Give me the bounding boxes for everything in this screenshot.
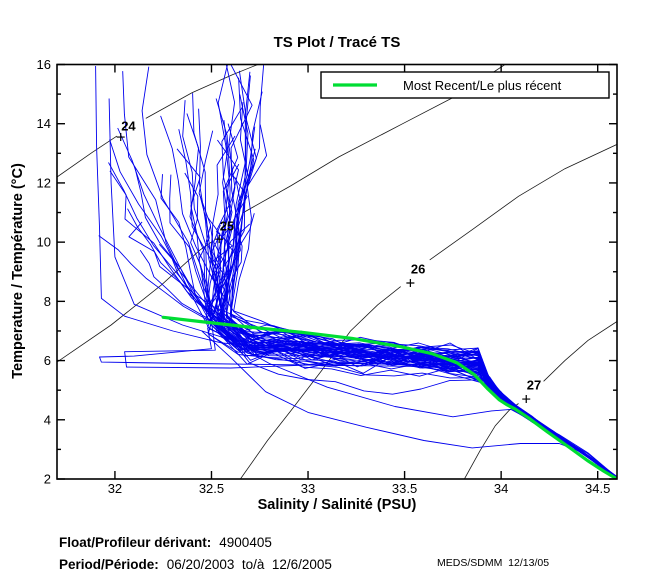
profile-line (182, 100, 617, 479)
footer-float-line: Float/Profileur dérivant: 4900405 (59, 535, 272, 550)
y-tick-label: 8 (44, 294, 51, 309)
isopycnal-label-25: 25 (220, 218, 234, 233)
isopycnal-24 (145, 64, 258, 119)
profile-line (108, 98, 617, 477)
profile-line (158, 244, 617, 479)
isopycnal-labels: 24 25 26 27 (116, 119, 541, 404)
x-axis-label: Salinity / Salinité (PSU) (258, 497, 417, 513)
y-tick-label: 4 (44, 412, 51, 427)
profile-line (192, 93, 617, 479)
footer-period-line: Period/Période: 06/20/2003 to/à 12/6/2005 (59, 557, 332, 572)
isopycnal-27 (543, 321, 617, 382)
chart-title: TS Plot / Tracé TS (274, 34, 401, 51)
isopycnal-label-27: 27 (527, 378, 541, 393)
contour-plus-marker (215, 235, 224, 244)
profile-line (225, 172, 617, 479)
profile-line (95, 65, 617, 478)
contour-plus-marker (522, 395, 531, 404)
profile-line (215, 126, 617, 479)
profile-line (205, 135, 617, 479)
y-tick-label: 6 (44, 353, 51, 368)
x-tick-label: 32.5 (199, 481, 224, 496)
footer-float-value: 4900405 (219, 535, 272, 550)
y-tick-label: 16 (37, 57, 51, 72)
profile-line (221, 94, 617, 479)
y-axis-label: Temperature / Température (°C) (10, 163, 26, 379)
clipped-series (57, 64, 617, 479)
profile-line (221, 105, 617, 479)
isopycnal-label-26: 26 (411, 261, 425, 276)
footer-period-value: 06/20/2003 to/à 12/6/2005 (167, 557, 332, 572)
profile-line (233, 124, 617, 479)
isopycnal-25 (57, 240, 214, 363)
y-tick-label: 12 (37, 175, 51, 190)
y-tick-label: 10 (37, 235, 51, 250)
legend: Most Recent/Le plus récent (320, 71, 610, 99)
footer-period-label: Period/Période: (59, 557, 159, 572)
plot-content: 24 25 26 27 (57, 64, 617, 479)
profile-line (198, 130, 617, 479)
y-tick-label: 2 (44, 472, 51, 487)
profile-line (207, 223, 617, 479)
profile-line (217, 64, 617, 479)
profile-line (207, 75, 617, 479)
axis-ticks (57, 63, 617, 480)
isopycnal-24 (57, 135, 118, 178)
contour-plus-marker (406, 279, 415, 288)
legend-label: Most Recent/Le plus récent (403, 78, 562, 93)
y-tick-label: 14 (37, 116, 51, 131)
float-profiles (95, 64, 617, 479)
footer-credit: MEDS/SDMM 12/13/05 (437, 557, 549, 569)
isopycnal-26 (240, 286, 401, 479)
profile-line (210, 163, 617, 479)
profile-line (210, 139, 617, 479)
profile-line (176, 148, 617, 479)
footer-float-label: Float/Profileur dérivant: (59, 535, 211, 550)
profile-line (228, 77, 617, 479)
x-tick-label: 33 (301, 481, 315, 496)
profile-line (109, 170, 617, 479)
isopycnal-label-24: 24 (121, 119, 136, 134)
isopycnal-27 (464, 403, 519, 479)
x-tick-label: 32 (108, 481, 122, 496)
most-recent-line (161, 315, 617, 479)
x-tick-label: 34.5 (585, 481, 610, 496)
x-tick-label: 34 (494, 481, 508, 496)
x-tick-label: 33.5 (392, 481, 417, 496)
isopycnal-26 (429, 144, 617, 261)
profile-line (217, 102, 617, 479)
contour-plus-marker (116, 133, 125, 142)
profile-line (207, 91, 617, 479)
profile-line (178, 129, 617, 479)
profile-line (205, 98, 617, 479)
profile-line (108, 162, 617, 479)
profile-line (220, 123, 617, 479)
